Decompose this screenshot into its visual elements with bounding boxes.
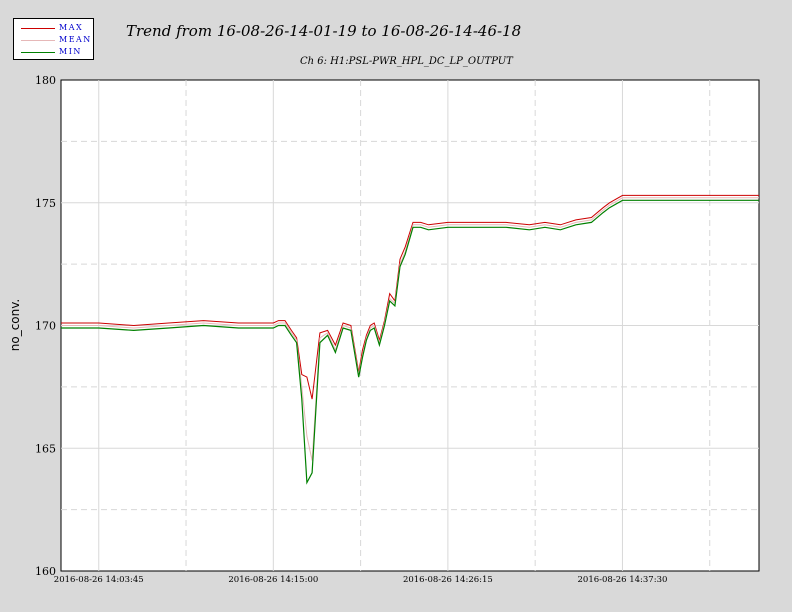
legend-label-mean: MEAN <box>59 35 92 44</box>
x-tick-label: 2016-08-26 14:26:15 <box>403 575 493 585</box>
y-tick-label: 170 <box>35 320 56 333</box>
legend-label-min: MIN <box>59 47 82 56</box>
legend-swatch-min <box>21 52 55 53</box>
legend-item-mean: MEAN <box>14 34 95 46</box>
y-tick-label: 180 <box>35 74 56 87</box>
legend-swatch-max <box>21 28 55 29</box>
legend: MAX MEAN MIN <box>13 18 94 60</box>
series-lines <box>61 194 759 485</box>
y-tick-label: 165 <box>35 442 56 455</box>
x-tick-label: 2016-08-26 14:15:00 <box>228 575 318 585</box>
legend-label-max: MAX <box>59 23 84 32</box>
legend-item-min: MIN <box>14 46 95 58</box>
x-tick-label: 2016-08-26 14:03:45 <box>54 575 144 585</box>
legend-item-max: MAX <box>14 22 95 34</box>
x-tick-label: 2016-08-26 14:37:30 <box>578 575 668 585</box>
chart-subtitle: Ch 6: H1:PSL-PWR_HPL_DC_LP_OUTPUT <box>300 56 513 67</box>
x-ticks: 2016-08-26 14:03:45 2016-08-26 14:15:00 20… <box>54 575 668 585</box>
y-ticks: 160 165 170 175 180 <box>35 74 56 578</box>
series-line-min <box>61 199 759 485</box>
y-tick-label: 175 <box>35 197 56 210</box>
y-tick-label: 160 <box>35 565 56 578</box>
chart-title: Trend from 16-08-26-14-01-19 to 16-08-26… <box>126 22 522 40</box>
legend-swatch-mean <box>21 40 55 41</box>
